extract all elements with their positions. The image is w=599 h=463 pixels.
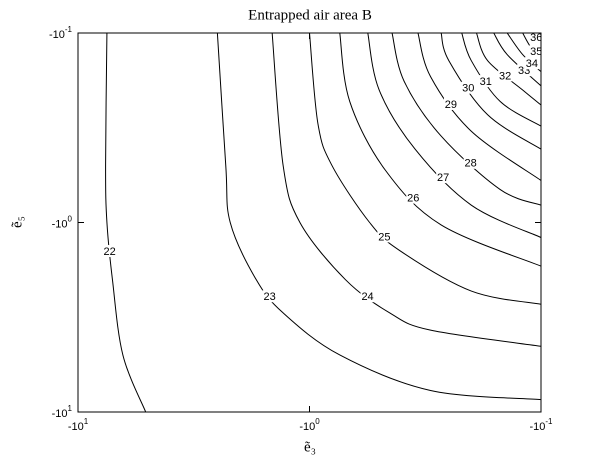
tick-label-base: -10 [52,218,68,230]
contour-label: 34 [526,58,538,70]
contour-label: 24 [361,291,373,303]
tick-label-exponent: 0 [68,215,73,224]
contour-line [105,33,147,412]
chart-title: Entrapped air area B [248,7,372,23]
contour-label: 30 [462,83,474,95]
tick-label: -100 [52,215,73,231]
tick-label: -10-1 [49,25,73,41]
contour-label-bg [102,245,117,258]
contour-label-bg [463,156,478,169]
contour-label-bg [529,45,541,58]
tick-label: -101 [52,404,73,420]
contour-label: 25 [378,231,390,243]
contour-label-bg [443,97,458,110]
contour-line [309,33,541,305]
contour-label-bg [461,81,476,94]
tick-label: -10-1 [529,417,553,433]
contour-label-bg [360,290,375,303]
contour-label: 28 [465,158,477,170]
tick-label-exponent: 1 [68,404,73,413]
contour-label: 23 [264,291,276,303]
contour-label: 29 [445,99,457,111]
contour-label-bg [436,171,451,184]
tick-label-exponent: 0 [315,417,320,426]
contour-label-bg [262,290,277,303]
tick-label-base: -10 [68,421,84,433]
tick-label-exponent: 1 [84,417,89,426]
tick-label-base: -10 [52,408,68,420]
contour-label: 36 [530,32,542,44]
contour-label-bg [524,57,539,70]
tick-label-base: -10 [529,421,545,433]
tick-label: -100 [299,417,320,433]
contour-label-bg [498,69,513,82]
contour-label: 32 [499,70,511,82]
tick-label-exponent: -1 [545,417,553,426]
contour-label-bg [529,33,541,43]
contour-label: 22 [104,246,116,258]
contour-label-bg [478,75,493,88]
contour-label-bg [406,191,421,204]
tick-label-base: -10 [299,421,315,433]
contour-label: 35 [530,46,542,58]
contour-line [367,33,541,238]
tick-label: -101 [68,417,89,433]
tick-label-base: -10 [49,29,65,41]
plot-frame [77,32,542,413]
contour-label: 26 [407,192,419,204]
contour-label-bg [377,230,392,243]
contour-line [339,33,541,267]
contour-line [391,33,541,206]
contour-line [493,33,541,87]
tick-label-exponent: -1 [65,25,73,34]
x-axis-label: ẽ₃ [304,439,316,455]
contour-label: 31 [480,76,492,88]
contour-label: 27 [437,172,449,184]
contour-line [271,33,541,347]
y-axis-label: ẽ₅ [9,216,25,228]
